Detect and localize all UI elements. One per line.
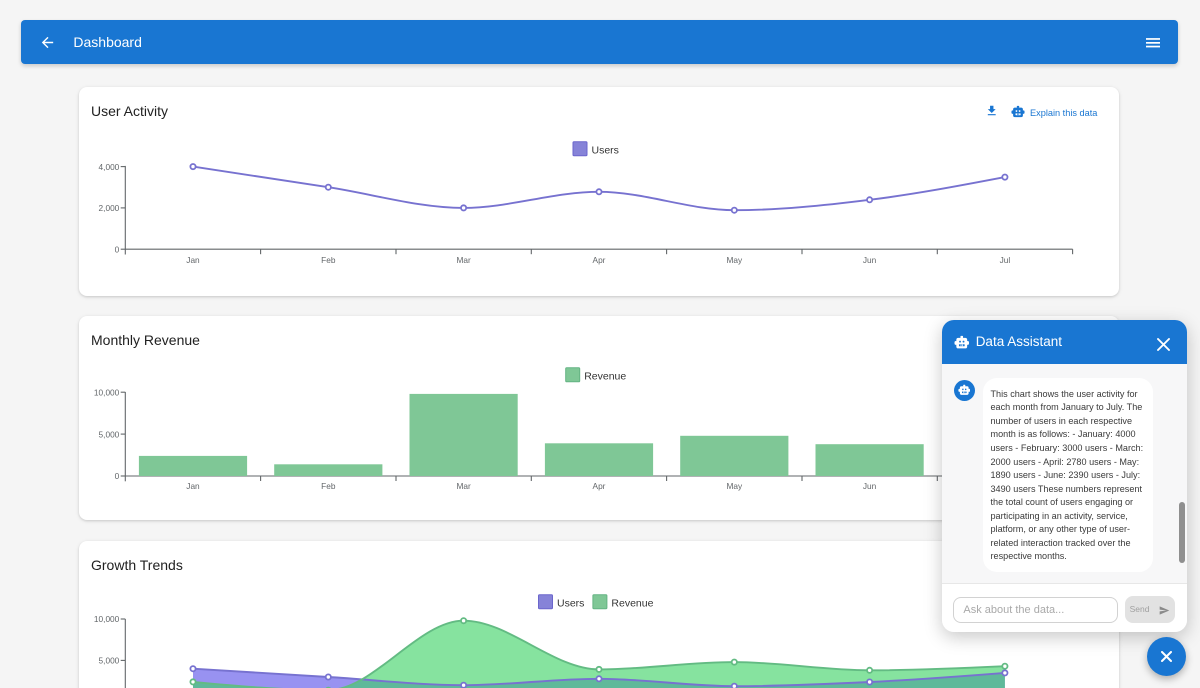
svg-text:Revenue: Revenue [611, 597, 653, 609]
svg-text:Apr: Apr [592, 480, 605, 490]
svg-text:Jan: Jan [186, 480, 200, 490]
svg-text:Feb: Feb [321, 255, 336, 265]
svg-text:Jul: Jul [999, 255, 1010, 265]
svg-text:Mar: Mar [456, 255, 471, 265]
svg-text:Jun: Jun [862, 255, 876, 265]
svg-text:Users: Users [557, 597, 584, 609]
svg-text:Revenue: Revenue [584, 370, 626, 382]
svg-text:May: May [726, 480, 743, 490]
svg-text:Feb: Feb [321, 480, 336, 490]
svg-text:2,000: 2,000 [98, 203, 119, 213]
svg-text:0: 0 [114, 471, 119, 481]
svg-text:0: 0 [114, 244, 119, 254]
svg-text:Mar: Mar [456, 480, 471, 490]
svg-text:Jun: Jun [862, 480, 876, 490]
svg-text:5,000: 5,000 [98, 655, 119, 665]
svg-text:Jan: Jan [186, 255, 200, 265]
svg-text:10,000: 10,000 [93, 614, 119, 624]
svg-text:May: May [726, 255, 743, 265]
svg-text:10,000: 10,000 [93, 387, 119, 397]
svg-text:Users: Users [591, 144, 618, 156]
svg-text:Apr: Apr [592, 255, 605, 265]
svg-text:5,000: 5,000 [98, 429, 119, 439]
svg-text:4,000: 4,000 [98, 161, 119, 171]
